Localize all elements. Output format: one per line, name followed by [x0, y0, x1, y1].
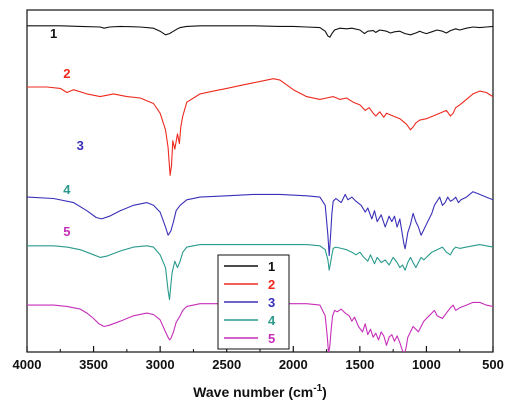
legend-label-2: 2 — [268, 277, 275, 292]
series-line-3 — [27, 191, 493, 257]
series-label-2: 2 — [63, 66, 70, 81]
x-tick-label-4000: 4000 — [13, 357, 42, 372]
series-line-2 — [27, 78, 493, 176]
series-line-5 — [27, 301, 493, 352]
series-group — [27, 25, 493, 352]
series-label-4: 4 — [63, 182, 71, 197]
x-tick-label-1000: 1000 — [412, 357, 441, 372]
series-line-4 — [27, 244, 493, 301]
series-label-3: 3 — [77, 138, 84, 153]
x-axis-title-close: ) — [322, 384, 327, 400]
legend: 1 2 3 4 5 — [217, 254, 290, 350]
series-line-1 — [27, 25, 493, 38]
x-axis-title-superscript: -1 — [313, 383, 322, 394]
x-tick-label-3500: 3500 — [79, 357, 108, 372]
legend-label-3: 3 — [268, 295, 275, 310]
legend-label-5: 5 — [268, 331, 275, 346]
series-label-1: 1 — [50, 26, 57, 41]
legend-label-1: 1 — [268, 259, 275, 274]
x-axis-tick-labels: 4000 3500 3000 2500 2000 1500 1000 500 — [13, 357, 504, 372]
x-tick-label-500: 500 — [482, 357, 504, 372]
legend-label-4: 4 — [268, 313, 276, 328]
series-label-5: 5 — [63, 224, 70, 239]
series-labels: 1 2 3 4 5 — [50, 26, 84, 239]
x-axis-title: Wave number (cm-1) — [193, 383, 327, 400]
x-tick-label-1500: 1500 — [345, 357, 374, 372]
x-tick-label-2500: 2500 — [212, 357, 241, 372]
x-tick-label-3000: 3000 — [146, 357, 175, 372]
x-tick-label-2000: 2000 — [279, 357, 308, 372]
